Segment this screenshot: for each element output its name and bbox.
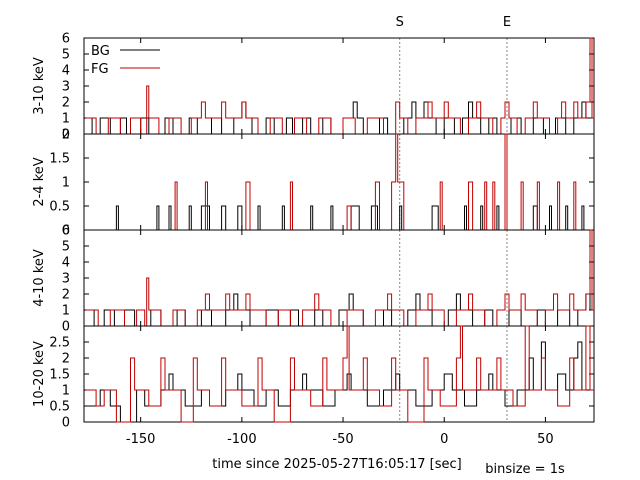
y-tick-label: 1 bbox=[62, 384, 70, 399]
y-tick-label: 4 bbox=[62, 64, 70, 79]
x-tick-label: 50 bbox=[537, 432, 554, 447]
x-tick-label: 0 bbox=[440, 432, 448, 447]
series-fg-step-line bbox=[88, 133, 594, 231]
marker-label-s: S bbox=[396, 15, 404, 30]
y-tick-label: 0 bbox=[62, 128, 70, 143]
y-axis-label: 3-10 keV bbox=[32, 57, 47, 115]
y-tick-label: 1 bbox=[62, 176, 70, 191]
series-fg-step-line bbox=[86, 325, 594, 423]
x-tick-label: -50 bbox=[332, 432, 353, 447]
y-tick-label: 2.5 bbox=[49, 336, 70, 351]
series-bg-step-line bbox=[88, 205, 594, 231]
y-tick-label: 0.5 bbox=[49, 400, 70, 415]
y-tick-label: 0 bbox=[62, 224, 70, 239]
y-tick-label: 2 bbox=[62, 128, 70, 143]
panel-4: 00.511.522.510-20 keV bbox=[32, 325, 595, 431]
y-tick-label: 0 bbox=[62, 320, 70, 335]
y-tick-label: 2 bbox=[62, 352, 70, 367]
y-tick-label: 1.5 bbox=[49, 368, 70, 383]
series-bg-step-line bbox=[86, 101, 594, 135]
x-tick-label: -100 bbox=[227, 432, 257, 447]
y-tick-label: 5 bbox=[62, 48, 70, 63]
legend-label-bg: BG bbox=[91, 44, 110, 59]
y-axis-label: 10-20 keV bbox=[32, 341, 47, 407]
series-bg-step-line bbox=[86, 341, 594, 423]
y-tick-label: 6 bbox=[62, 32, 70, 47]
y-tick-label: 5 bbox=[62, 240, 70, 255]
panel-2: 0 0.5 1 1.5 2 2-4 keV bbox=[32, 128, 595, 239]
y-tick-label: 3 bbox=[62, 80, 70, 95]
y-tick-label: 0 bbox=[62, 416, 70, 431]
x-axis: -150 -100 -50 0 50 bbox=[126, 432, 554, 447]
binsize-label: binsize = 1s bbox=[485, 462, 565, 477]
y-tick-label: 4 bbox=[62, 256, 70, 271]
y-tick-label: 0.5 bbox=[49, 200, 70, 215]
y-tick-label: 1.5 bbox=[49, 152, 70, 167]
y-tick-label: 2 bbox=[62, 288, 70, 303]
y-axis-label: 2-4 keV bbox=[32, 157, 47, 206]
series-fg-step-line bbox=[86, 229, 594, 327]
y-tick-label: 2 bbox=[62, 96, 70, 111]
y-tick-label: 3 bbox=[62, 272, 70, 287]
y-tick-label: 1 bbox=[62, 304, 70, 319]
marker-label-e: E bbox=[503, 15, 511, 30]
series-fg-step-line bbox=[86, 37, 594, 135]
panel-frame bbox=[83, 133, 595, 231]
x-axis-label: time since 2025-05-27T16:05:17 [sec] bbox=[212, 457, 461, 472]
y-axis-label: 4-10 keV bbox=[32, 249, 47, 307]
legend: BG FG bbox=[91, 44, 160, 77]
y-tick-label: 1 bbox=[62, 112, 70, 127]
y-tick-label: 6 bbox=[62, 224, 70, 239]
legend-label-fg: FG bbox=[91, 62, 109, 77]
series-bg-step-line bbox=[86, 293, 594, 327]
x-tick-label: -150 bbox=[126, 432, 156, 447]
